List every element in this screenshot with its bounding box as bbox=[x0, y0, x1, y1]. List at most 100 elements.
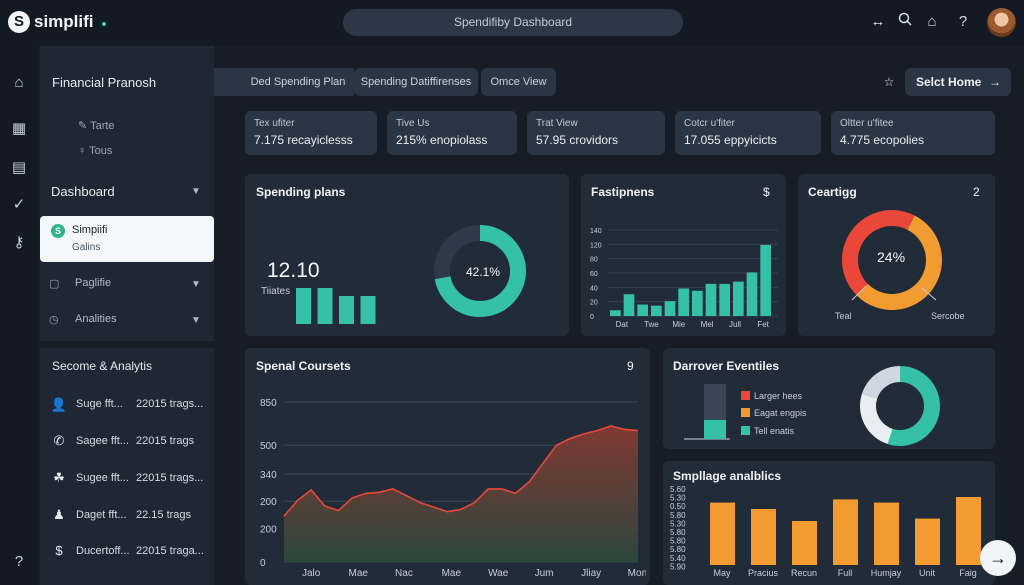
ceartigg-right-label: Sercobe bbox=[931, 311, 965, 321]
sidebar bbox=[40, 46, 214, 341]
stat-value: 57.95 crovidors bbox=[536, 133, 619, 147]
chevron-down-icon[interactable]: ▼ bbox=[191, 315, 201, 326]
list-item-label[interactable]: Suge fft... bbox=[76, 398, 123, 410]
person-icon: ♟ bbox=[53, 507, 65, 522]
stat-card[interactable] bbox=[245, 111, 377, 155]
stat-label: Trat View bbox=[536, 118, 578, 129]
bar bbox=[610, 310, 621, 316]
list-item-value: 22.15 trags bbox=[136, 509, 192, 521]
avatar[interactable] bbox=[987, 8, 1016, 37]
star-icon[interactable]: ☆ bbox=[883, 75, 895, 89]
sidebar-title: Financial Pranosh bbox=[52, 75, 157, 90]
x-tick-label: Mie bbox=[672, 320, 685, 329]
y-tick-label: 5.30 bbox=[670, 519, 686, 528]
legend-swatch bbox=[741, 408, 750, 417]
darrover-title: Darrover Eventiles bbox=[673, 359, 780, 373]
y-tick-label: 5.90 bbox=[670, 562, 686, 571]
y-tick-label: 5.60 bbox=[670, 485, 686, 494]
tab-spending-plan[interactable]: Ded Spending Plan bbox=[244, 68, 352, 96]
key-icon[interactable]: ⚷ bbox=[13, 234, 25, 251]
chevron-down-icon[interactable]: ▼ bbox=[191, 279, 201, 290]
home-icon[interactable]: ⌂ bbox=[14, 74, 24, 91]
sidebar-item-dashboard[interactable]: Dashboard bbox=[51, 184, 115, 199]
y-tick-label: 60 bbox=[590, 271, 598, 278]
x-tick-label: Nac bbox=[395, 568, 413, 579]
spending-plans-ring bbox=[434, 225, 526, 317]
ceartigg-badge[interactable]: 2 bbox=[973, 185, 980, 199]
sidebar-selected-card[interactable] bbox=[40, 216, 214, 262]
home-icon[interactable]: ⌂ bbox=[927, 13, 937, 30]
ceartigg-center-label: 24% bbox=[877, 249, 906, 265]
x-tick-label: Full bbox=[838, 568, 853, 578]
stat-card[interactable] bbox=[387, 111, 517, 155]
sidebar-sub-item-1[interactable]: ✎ Tarte bbox=[78, 119, 115, 132]
smpllage-title: Smpllage analblics bbox=[673, 469, 782, 483]
stat-card[interactable] bbox=[675, 111, 821, 155]
dollar-icon[interactable]: $ bbox=[763, 185, 770, 199]
chevron-down-icon[interactable]: ▼ bbox=[191, 186, 201, 197]
list-item-label[interactable]: Sugee fft... bbox=[76, 472, 130, 484]
y-tick-label: 200 bbox=[260, 497, 277, 508]
x-tick-label: Dat bbox=[616, 320, 629, 329]
bar bbox=[664, 301, 676, 316]
bar bbox=[733, 281, 744, 316]
x-tick-label: Wae bbox=[488, 568, 509, 579]
user-icon: 👤 bbox=[50, 397, 68, 412]
swap-icon[interactable]: ↔ bbox=[870, 13, 886, 30]
stat-card[interactable] bbox=[831, 111, 995, 155]
spending-plans-label: Tiiates bbox=[261, 286, 291, 297]
select-home-button[interactable]: Selct Home → bbox=[905, 68, 1011, 96]
help-circle-icon[interactable]: ? bbox=[14, 553, 24, 570]
list-item-label[interactable]: Daget fft... bbox=[76, 509, 127, 521]
icon-rail bbox=[0, 46, 38, 585]
list-item-value: 22015 traga... bbox=[136, 545, 204, 557]
tab-omce-view[interactable]: Omce View bbox=[481, 68, 556, 96]
y-tick-label: 200 bbox=[260, 524, 277, 535]
callout-line bbox=[921, 287, 937, 301]
y-tick-label: 80 bbox=[590, 257, 598, 264]
list-item-value: 22015 trags... bbox=[136, 472, 204, 484]
stat-value: 7.175 recayiclesss bbox=[254, 133, 353, 147]
tab-spending-differences[interactable]: Spending Datiffirenses bbox=[354, 68, 478, 96]
stat-card[interactable] bbox=[527, 111, 665, 155]
sidebar-item-paglifie[interactable]: Paglifie bbox=[75, 277, 112, 289]
bar bbox=[678, 288, 689, 316]
spenal-coursets-badge[interactable]: 9 bbox=[627, 359, 634, 373]
x-tick-label: Recun bbox=[791, 568, 817, 578]
x-tick-label: May bbox=[713, 568, 731, 578]
donut-slice bbox=[856, 215, 942, 310]
list-item-value: 22015 trags bbox=[136, 435, 195, 447]
sub-item-label: Tous bbox=[89, 145, 113, 157]
list-item-label[interactable]: Ducertoff... bbox=[76, 545, 130, 557]
y-tick-label: 5.80 bbox=[670, 528, 686, 537]
legend-label: Eagat engpis bbox=[754, 408, 807, 418]
check-circle-icon[interactable]: ✓ bbox=[12, 196, 26, 213]
x-tick-label: Jliay bbox=[581, 568, 601, 579]
bar bbox=[710, 502, 735, 565]
arrow-right-icon: → bbox=[989, 75, 1001, 89]
wallet-icon[interactable]: ▤ bbox=[11, 159, 27, 176]
smpllage-bar-chart: 5.605.300.505.805.305.805.805.805.405.90… bbox=[670, 485, 981, 578]
x-tick-label: Faig bbox=[959, 568, 977, 578]
pin-icon: ♀ bbox=[78, 145, 87, 157]
bar bbox=[760, 244, 771, 316]
search-icon[interactable] bbox=[895, 12, 915, 32]
x-tick-label: Unit bbox=[919, 568, 936, 578]
app-name: simplifi bbox=[34, 12, 94, 31]
sidebar-item-analities[interactable]: Analities bbox=[75, 313, 117, 325]
bar bbox=[623, 294, 635, 316]
window-title-bar[interactable]: Spendifiby Dashboard bbox=[343, 9, 683, 36]
ceartigg-left-label: Teal bbox=[835, 311, 852, 321]
x-tick-label: Mon bbox=[628, 568, 646, 579]
stat-value: 215% enopiolass bbox=[396, 133, 488, 147]
analytics-list-title: Secome & Analytis bbox=[52, 359, 153, 373]
y-tick-label: 5.80 bbox=[670, 545, 686, 554]
help-icon[interactable]: ? bbox=[958, 13, 968, 30]
spenal-coursets-title: Spenal Coursets bbox=[256, 359, 351, 373]
list-item-label[interactable]: Sagee fft... bbox=[76, 435, 130, 447]
legend-swatch bbox=[741, 426, 750, 435]
grid-icon[interactable]: ▦ bbox=[11, 120, 27, 137]
next-arrow-button[interactable]: → bbox=[980, 540, 1016, 576]
sidebar-sub-item-2[interactable]: ♀ Tous bbox=[78, 145, 112, 157]
y-tick-label: 140 bbox=[590, 228, 602, 235]
